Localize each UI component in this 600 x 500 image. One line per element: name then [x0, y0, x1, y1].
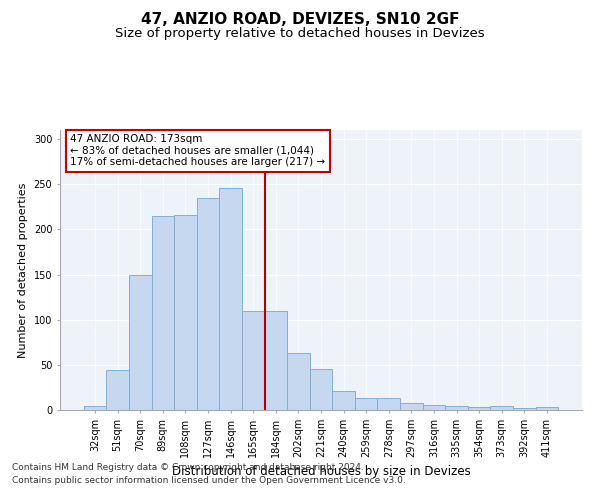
Bar	[242, 310, 265, 410]
Bar	[377, 398, 400, 410]
Bar	[106, 370, 129, 410]
Text: 47, ANZIO ROAD, DEVIZES, SN10 2GF: 47, ANZIO ROAD, DEVIZES, SN10 2GF	[141, 12, 459, 28]
Text: Contains public sector information licensed under the Open Government Licence v3: Contains public sector information licen…	[12, 476, 406, 485]
Bar	[536, 408, 558, 410]
Bar	[332, 391, 355, 410]
Bar	[174, 215, 197, 410]
Bar	[490, 406, 513, 410]
Y-axis label: Number of detached properties: Number of detached properties	[18, 182, 28, 358]
Bar	[422, 404, 445, 410]
Text: 47 ANZIO ROAD: 173sqm
← 83% of detached houses are smaller (1,044)
17% of semi-d: 47 ANZIO ROAD: 173sqm ← 83% of detached …	[70, 134, 326, 168]
X-axis label: Distribution of detached houses by size in Devizes: Distribution of detached houses by size …	[172, 466, 470, 478]
Text: Contains HM Land Registry data © Crown copyright and database right 2024.: Contains HM Land Registry data © Crown c…	[12, 464, 364, 472]
Bar	[445, 406, 468, 410]
Bar	[400, 403, 422, 410]
Bar	[197, 198, 220, 410]
Bar	[129, 276, 152, 410]
Bar	[468, 408, 490, 410]
Bar	[84, 406, 106, 410]
Bar	[220, 188, 242, 410]
Bar	[265, 310, 287, 410]
Bar	[355, 398, 377, 410]
Text: Size of property relative to detached houses in Devizes: Size of property relative to detached ho…	[115, 28, 485, 40]
Bar	[152, 216, 174, 410]
Bar	[310, 370, 332, 410]
Bar	[287, 353, 310, 410]
Bar	[513, 408, 536, 410]
